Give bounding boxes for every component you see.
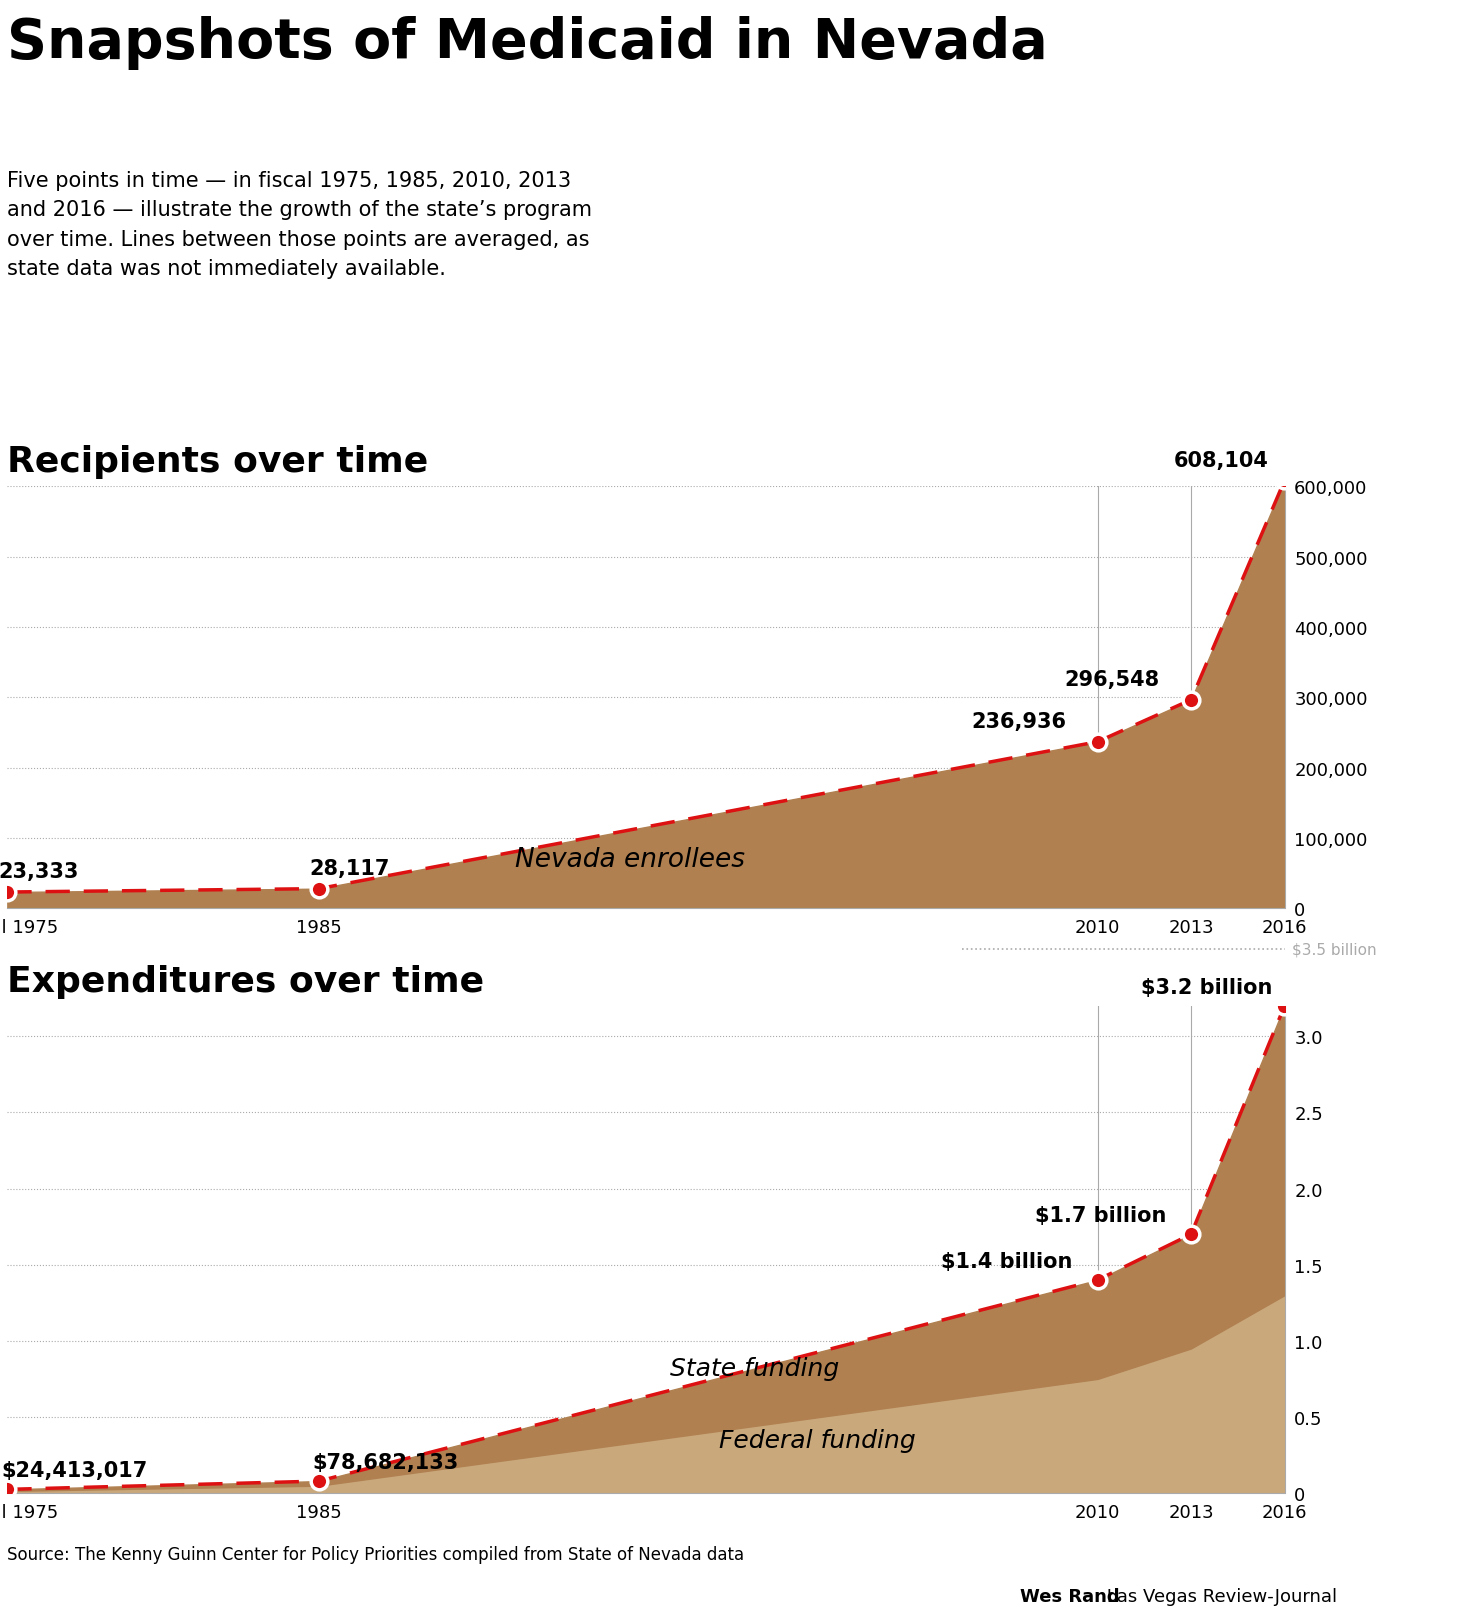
Text: $1.7 billion: $1.7 billion <box>1035 1206 1166 1225</box>
Text: Wes Rand: Wes Rand <box>1020 1587 1120 1605</box>
Text: Source: The Kenny Guinn Center for Policy Priorities compiled from State of Neva: Source: The Kenny Guinn Center for Polic… <box>7 1545 744 1563</box>
Text: 236,936: 236,936 <box>972 712 1066 732</box>
Text: 608,104: 608,104 <box>1174 451 1268 471</box>
Text: $3.2 billion: $3.2 billion <box>1141 977 1273 997</box>
Text: 296,548: 296,548 <box>1064 670 1160 690</box>
Text: $3.5 billion: $3.5 billion <box>1292 941 1377 958</box>
Text: Expenditures over time: Expenditures over time <box>7 964 484 998</box>
Text: Las Vegas Review-Journal: Las Vegas Review-Journal <box>1101 1587 1337 1605</box>
Text: Federal funding: Federal funding <box>719 1428 916 1453</box>
Text: Five points in time — in fiscal 1975, 1985, 2010, 2013
and 2016 — illustrate the: Five points in time — in fiscal 1975, 19… <box>7 170 593 279</box>
Text: $78,682,133: $78,682,133 <box>313 1453 459 1472</box>
Text: Nevada enrollees: Nevada enrollees <box>515 847 746 873</box>
Text: Snapshots of Medicaid in Nevada: Snapshots of Medicaid in Nevada <box>7 16 1048 70</box>
Text: 23,333: 23,333 <box>0 862 78 881</box>
Text: 28,117: 28,117 <box>310 859 390 878</box>
Text: $24,413,017: $24,413,017 <box>1 1461 147 1480</box>
Text: Recipients over time: Recipients over time <box>7 445 429 479</box>
Text: $1.4 billion: $1.4 billion <box>941 1251 1073 1271</box>
Text: State funding: State funding <box>671 1357 840 1381</box>
